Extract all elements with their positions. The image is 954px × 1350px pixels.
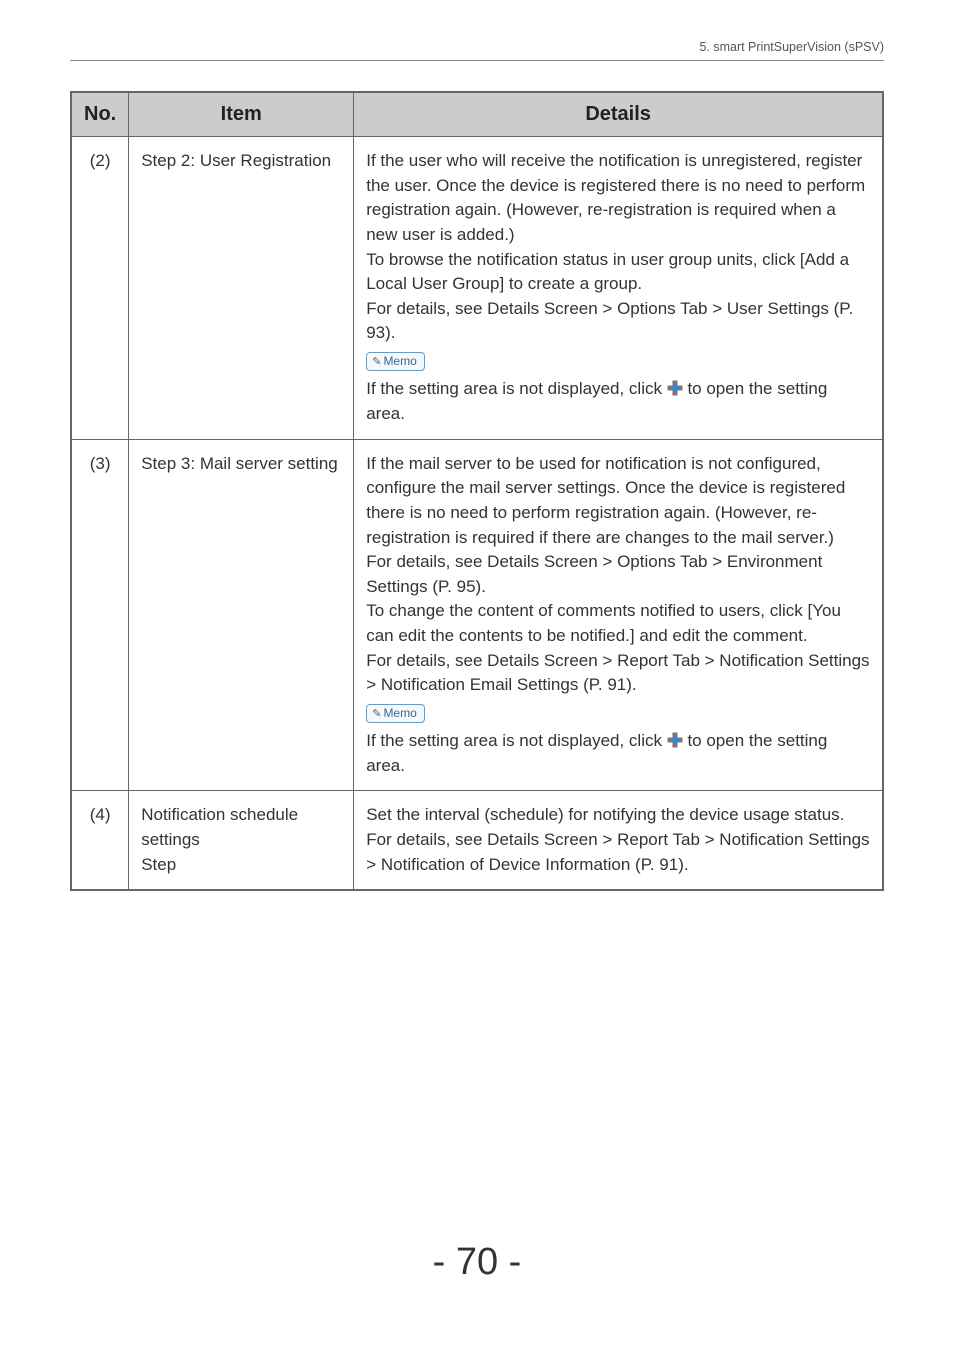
details-para: Set the interval (schedule) for notifyin… [366,805,844,824]
details-para: To change the content of comments notifi… [366,601,841,645]
header-text: 5. smart PrintSuperVision (sPSV) [699,40,884,54]
page-header: 5. smart PrintSuperVision (sPSV) [70,40,884,61]
details-para: For details, see Details Screen > Report… [366,830,869,874]
details-para: If the mail server to be used for notifi… [366,454,845,547]
table-row: (2) Step 2: User Registration If the use… [71,137,883,440]
details-para: For details, see Details Screen > Report… [366,651,869,695]
col-header-details: Details [354,92,883,137]
memo-badge: Memo [366,704,425,723]
text-frag: If the setting area is not displayed, cl… [366,379,667,398]
plus-icon [667,732,683,748]
page-container: 5. smart PrintSuperVision (sPSV) No. Ite… [0,0,954,1324]
table-row: (4) Notification schedule settings Step … [71,791,883,890]
plus-icon [667,380,683,396]
details-para: If the user who will receive the notific… [366,151,865,244]
text-frag: If the setting area is not displayed, cl… [366,731,667,750]
col-header-item: Item [129,92,354,137]
details-table: No. Item Details (2) Step 2: User Regist… [70,91,884,891]
col-header-no: No. [71,92,129,137]
details-para: For details, see Details Screen > Option… [366,299,853,343]
cell-no: (4) [71,791,129,890]
cell-details: If the mail server to be used for notifi… [354,439,883,791]
cell-details: Set the interval (schedule) for notifyin… [354,791,883,890]
cell-details: If the user who will receive the notific… [354,137,883,440]
table-row: (3) Step 3: Mail server setting If the m… [71,439,883,791]
cell-no: (2) [71,137,129,440]
details-para: If the setting area is not displayed, cl… [366,731,827,775]
details-para: To browse the notification status in use… [366,250,849,294]
cell-item: Notification schedule settings Step [129,791,354,890]
cell-item: Step 3: Mail server setting [129,439,354,791]
memo-badge: Memo [366,352,425,371]
details-para: For details, see Details Screen > Option… [366,552,822,596]
table-header-row: No. Item Details [71,92,883,137]
page-number: - 70 - [70,1241,884,1284]
cell-no: (3) [71,439,129,791]
details-para: If the setting area is not displayed, cl… [366,379,827,423]
cell-item: Step 2: User Registration [129,137,354,440]
